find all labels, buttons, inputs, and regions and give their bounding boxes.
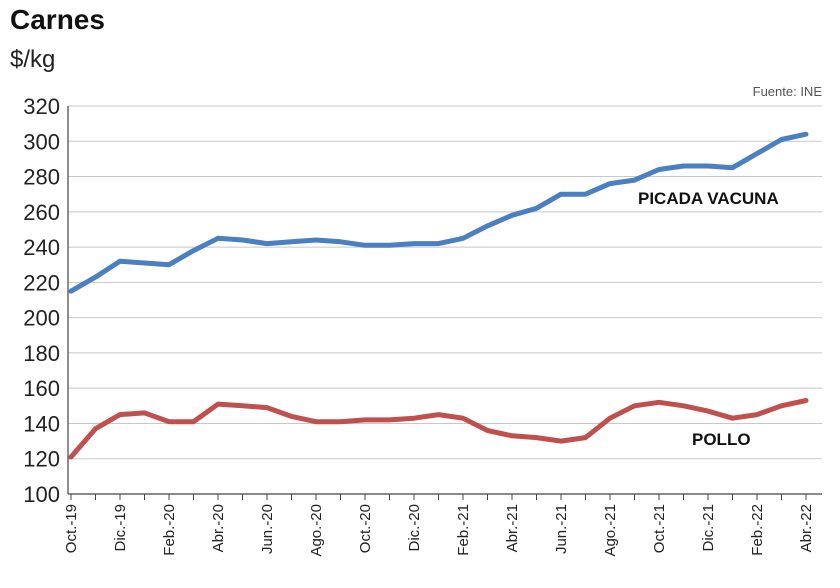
series-line-picada-vacuna xyxy=(68,131,809,294)
y-tick-label: 160 xyxy=(23,376,60,401)
y-tick-label: 180 xyxy=(23,341,60,366)
y-tick-label: 280 xyxy=(23,165,60,190)
x-tick-label: Ago.-21 xyxy=(602,504,619,557)
x-tick-label: Feb.-20 xyxy=(161,504,178,556)
x-tick-label: Dic.-21 xyxy=(700,504,717,552)
series-label-picada-vacuna: PICADA VACUNA xyxy=(638,189,779,208)
x-tick-label: Dic.-20 xyxy=(406,504,423,552)
y-tick-label: 220 xyxy=(23,270,60,295)
y-tick-label: 240 xyxy=(23,235,60,260)
x-tick-label: Jun.-21 xyxy=(553,504,570,554)
x-tick-label: Oct.-19 xyxy=(63,504,80,553)
source-note: Fuente: INE xyxy=(752,84,822,99)
y-tick-label: 260 xyxy=(23,200,60,225)
x-tick-label: Oct.-21 xyxy=(651,504,668,553)
y-tick-label: 200 xyxy=(23,306,60,331)
y-tick-label: 140 xyxy=(23,411,60,436)
x-tick-label: Abr.-20 xyxy=(210,504,227,552)
unit-label: $/kg xyxy=(10,46,56,73)
x-tick-label: Ago.-20 xyxy=(308,504,325,557)
series-label-pollo: POLLO xyxy=(692,430,751,449)
y-tick-label: 300 xyxy=(23,129,60,154)
x-tick-label: Feb.-21 xyxy=(455,504,472,556)
chart-title: Carnes xyxy=(10,4,105,35)
x-tick-label: Abr.-22 xyxy=(798,504,815,552)
y-tick-label: 320 xyxy=(23,94,60,119)
y-tick-label: 120 xyxy=(23,447,60,472)
x-tick-label: Dic.-19 xyxy=(112,504,129,552)
x-tick-label: Feb.-22 xyxy=(749,504,766,556)
x-tick-label: Abr.-21 xyxy=(504,504,521,552)
x-tick-label: Jun.-20 xyxy=(259,504,276,554)
series-line-pollo xyxy=(68,398,809,460)
x-tick-label: Oct.-20 xyxy=(357,504,374,553)
y-tick-label: 100 xyxy=(23,482,60,507)
